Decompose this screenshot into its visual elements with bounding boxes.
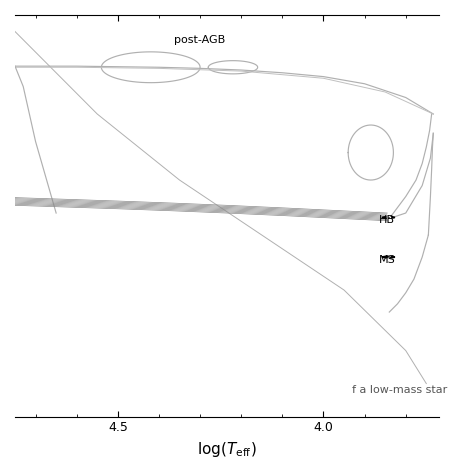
Circle shape [383,217,395,218]
Text: 2: 2 [385,253,392,262]
Circle shape [383,256,395,258]
Text: HB: HB [379,215,395,225]
Text: post-AGB: post-AGB [174,35,226,45]
Text: f a low-mass star: f a low-mass star [352,384,447,394]
Text: 6: 6 [385,213,392,222]
X-axis label: $\log(T_{\rm eff})$: $\log(T_{\rm eff})$ [197,440,256,459]
Text: MS: MS [379,255,396,265]
